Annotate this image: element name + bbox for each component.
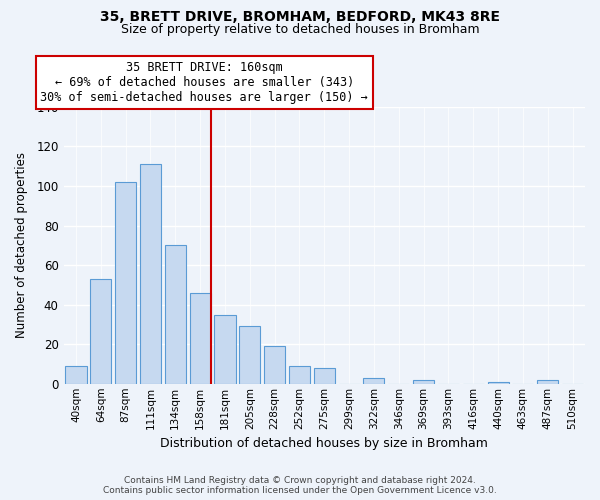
Bar xyxy=(214,314,236,384)
Bar xyxy=(488,382,509,384)
Bar xyxy=(65,366,86,384)
Text: 35, BRETT DRIVE, BROMHAM, BEDFORD, MK43 8RE: 35, BRETT DRIVE, BROMHAM, BEDFORD, MK43 … xyxy=(100,10,500,24)
Bar xyxy=(413,380,434,384)
Bar xyxy=(537,380,559,384)
Text: 35 BRETT DRIVE: 160sqm
← 69% of detached houses are smaller (343)
30% of semi-de: 35 BRETT DRIVE: 160sqm ← 69% of detached… xyxy=(40,61,368,104)
Text: Contains HM Land Registry data © Crown copyright and database right 2024.
Contai: Contains HM Land Registry data © Crown c… xyxy=(103,476,497,495)
Bar xyxy=(115,182,136,384)
Y-axis label: Number of detached properties: Number of detached properties xyxy=(15,152,28,338)
X-axis label: Distribution of detached houses by size in Bromham: Distribution of detached houses by size … xyxy=(160,437,488,450)
Bar xyxy=(165,246,186,384)
Bar xyxy=(364,378,385,384)
Bar xyxy=(314,368,335,384)
Bar xyxy=(239,326,260,384)
Bar xyxy=(140,164,161,384)
Bar xyxy=(190,293,211,384)
Bar xyxy=(264,346,285,384)
Bar xyxy=(289,366,310,384)
Bar xyxy=(90,279,112,384)
Text: Size of property relative to detached houses in Bromham: Size of property relative to detached ho… xyxy=(121,22,479,36)
